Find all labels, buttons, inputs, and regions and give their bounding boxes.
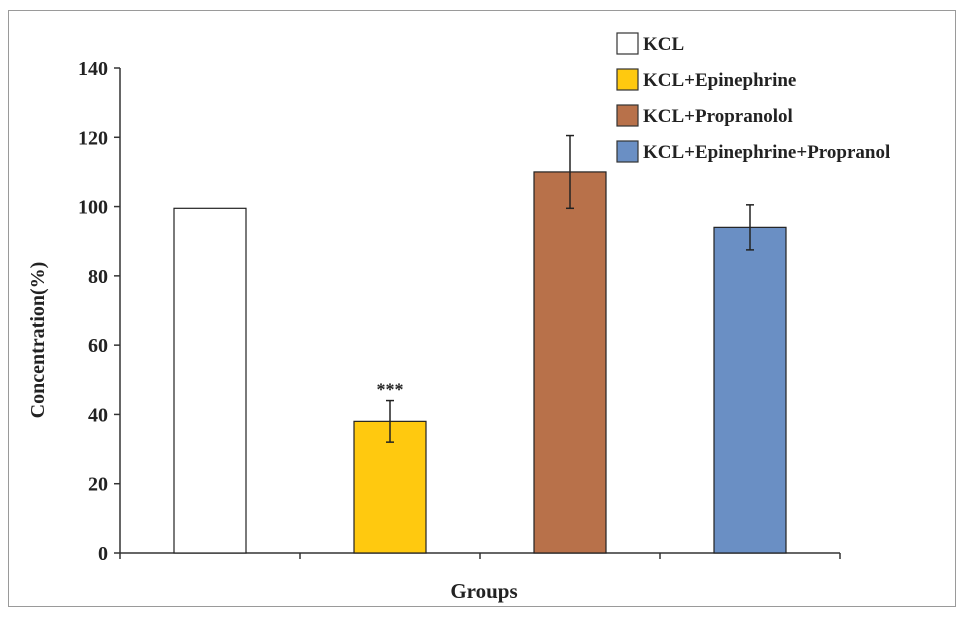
- y-axis-label: Concentration(%): [27, 262, 49, 419]
- legend-swatch-4: [616, 140, 639, 163]
- x-axis: [119, 552, 841, 559]
- y-axis: 0 20 40 60 80 100 120 140: [78, 58, 121, 565]
- legend-swatch-3: [616, 104, 639, 127]
- y-tick-label: 0: [98, 543, 108, 565]
- y-tick-label: 80: [88, 266, 108, 288]
- bar-1: [173, 207, 247, 554]
- bar-4: [713, 226, 787, 554]
- y-tick-label: 120: [78, 127, 108, 149]
- legend-label-2: KCL+Epinephrine: [643, 70, 796, 91]
- y-tick-label: 20: [88, 474, 108, 496]
- legend-label-3: KCL+Propranolol: [643, 106, 793, 127]
- error-bars: [386, 134, 754, 443]
- y-tick-label: 40: [88, 404, 108, 426]
- legend-swatch-2: [616, 68, 639, 91]
- legend-label-4: KCL+Epinephrine+Propranol: [643, 142, 890, 163]
- significance-marker: ***: [377, 380, 404, 400]
- legend-label-1: KCL: [643, 34, 684, 55]
- y-tick-label: 100: [78, 197, 108, 219]
- y-tick-label: 60: [88, 335, 108, 357]
- legend: KCL KCL+Epinephrine KCL+Propranolol KCL+Epi…: [616, 32, 890, 163]
- bars: [173, 171, 787, 554]
- bar-3: [533, 171, 607, 554]
- annotations: ***: [377, 380, 404, 400]
- legend-swatch-1: [616, 32, 639, 55]
- chart-frame: [8, 10, 956, 607]
- x-axis-label: Groups: [450, 579, 517, 603]
- y-tick-label: 140: [78, 58, 108, 80]
